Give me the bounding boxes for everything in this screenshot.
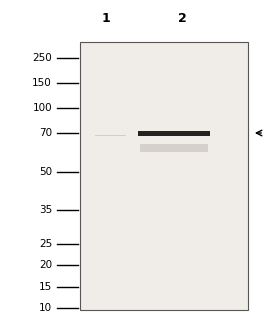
Text: 150: 150 xyxy=(32,78,52,88)
Bar xyxy=(138,130,210,135)
Text: 20: 20 xyxy=(39,260,52,270)
Text: 25: 25 xyxy=(39,239,52,249)
Text: 70: 70 xyxy=(39,128,52,138)
Text: 35: 35 xyxy=(39,205,52,215)
Text: 250: 250 xyxy=(32,53,52,63)
Text: 1: 1 xyxy=(102,12,111,25)
Text: 50: 50 xyxy=(39,167,52,177)
Bar xyxy=(140,144,208,152)
Bar xyxy=(80,42,248,310)
Text: 10: 10 xyxy=(39,303,52,313)
Text: 15: 15 xyxy=(39,282,52,292)
Text: 100: 100 xyxy=(32,103,52,113)
Text: 2: 2 xyxy=(178,12,186,25)
